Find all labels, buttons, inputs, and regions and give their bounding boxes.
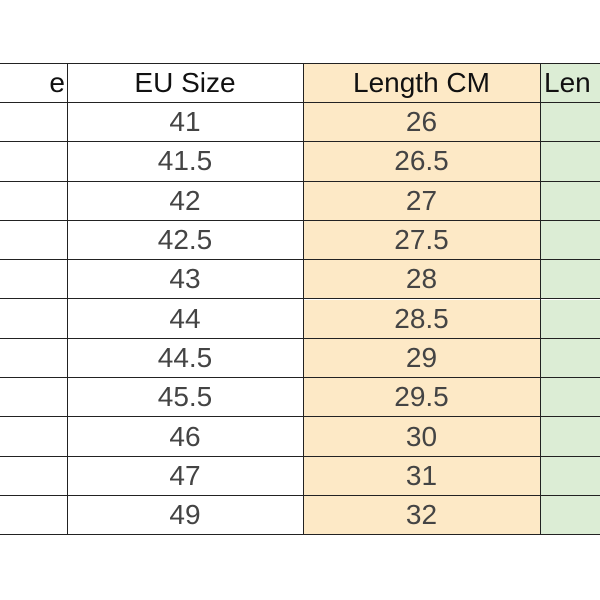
column-border	[303, 63, 304, 536]
data-cell: 28.5	[303, 299, 540, 339]
data-cell: 42.5	[67, 221, 303, 261]
data-cell: 29.5	[303, 378, 540, 418]
header-cell: Length CM	[303, 63, 540, 103]
empty-cell	[0, 182, 67, 221]
data-cell: 26	[303, 103, 540, 143]
header-cell: e	[0, 63, 67, 103]
empty-cell	[0, 221, 67, 261]
empty-cell	[0, 457, 67, 496]
empty-cell	[0, 378, 67, 418]
data-cell: 31	[303, 456, 540, 496]
empty-cell	[0, 339, 67, 379]
empty-cell	[540, 260, 600, 300]
empty-cell	[0, 260, 67, 300]
data-cell: 28	[303, 260, 540, 300]
empty-cell	[540, 142, 600, 182]
data-cell: 26.5	[303, 142, 540, 182]
data-cell: 46	[67, 417, 303, 457]
empty-cell	[540, 103, 600, 143]
empty-cell	[540, 299, 600, 339]
column-border	[540, 63, 541, 536]
empty-cell	[0, 300, 67, 339]
empty-cell	[540, 181, 600, 221]
data-cell: 47	[67, 457, 303, 496]
data-cell: 44.5	[67, 339, 303, 379]
empty-cell	[540, 496, 600, 536]
empty-cell	[540, 378, 600, 418]
data-cell: 45.5	[67, 378, 303, 418]
data-cell: 43	[67, 260, 303, 300]
data-cell: 49	[67, 496, 303, 536]
empty-cell	[0, 103, 67, 143]
data-cell: 42	[67, 182, 303, 221]
data-cell: 32	[303, 496, 540, 536]
empty-cell	[0, 142, 67, 182]
data-cell: 30	[303, 417, 540, 457]
data-cell: 41.5	[67, 142, 303, 182]
data-cell: 44	[67, 300, 303, 339]
data-cell: 27.5	[303, 220, 540, 261]
empty-cell	[0, 417, 67, 457]
column-border	[67, 63, 68, 536]
data-cell: 41	[67, 103, 303, 143]
data-cell: 27	[303, 181, 540, 221]
data-cell: 29	[303, 338, 540, 379]
empty-cell	[540, 417, 600, 457]
empty-cell	[540, 456, 600, 496]
empty-cell	[540, 220, 600, 261]
header-cell: Len	[540, 63, 600, 103]
empty-cell	[0, 496, 67, 536]
empty-cell	[540, 338, 600, 379]
header-cell: EU Size	[67, 63, 303, 103]
